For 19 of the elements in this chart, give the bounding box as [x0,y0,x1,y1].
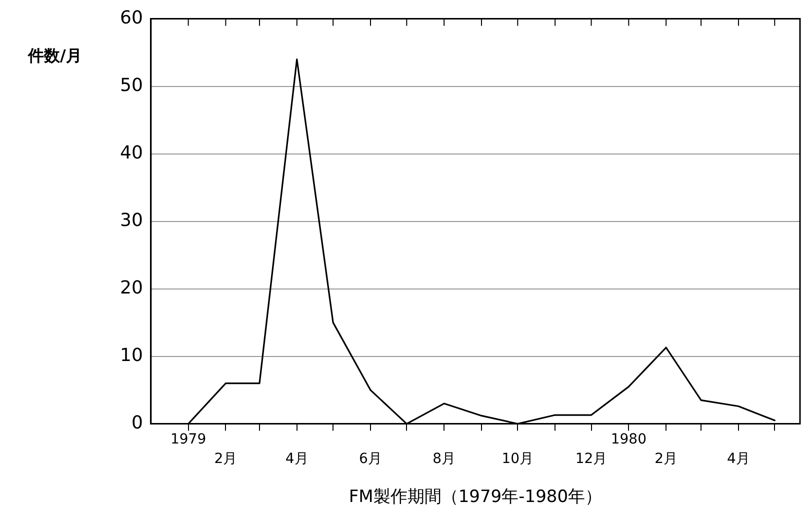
text: 1979 [170,431,206,448]
y-tick-label: 20 [120,277,143,298]
y-tick-label: 60 [120,7,143,28]
y-axis-title: 件数/月 [28,46,82,67]
y-tick-label: 50 [120,74,143,96]
x-tick-label: 2月 [654,450,678,467]
x-tick-label: 12月 [575,450,608,467]
y-tick-label: 40 [120,142,143,164]
text: 1980 [610,431,646,448]
x-tick-label: 2月 [214,450,238,467]
x-tick-label: 10月 [502,450,534,467]
x-tick-label: 8月 [432,450,456,467]
x-tick-label: 6月 [359,450,382,467]
x-tick-label: 4月 [285,450,308,467]
y-tick-label: 0 [131,412,143,434]
x-axis-title: FM製作期間（1979年-1980年） [348,487,602,508]
x-tick-label: 4月 [727,450,750,467]
y-tick-label: 30 [120,210,143,231]
y-tick-label: 10 [120,344,143,366]
